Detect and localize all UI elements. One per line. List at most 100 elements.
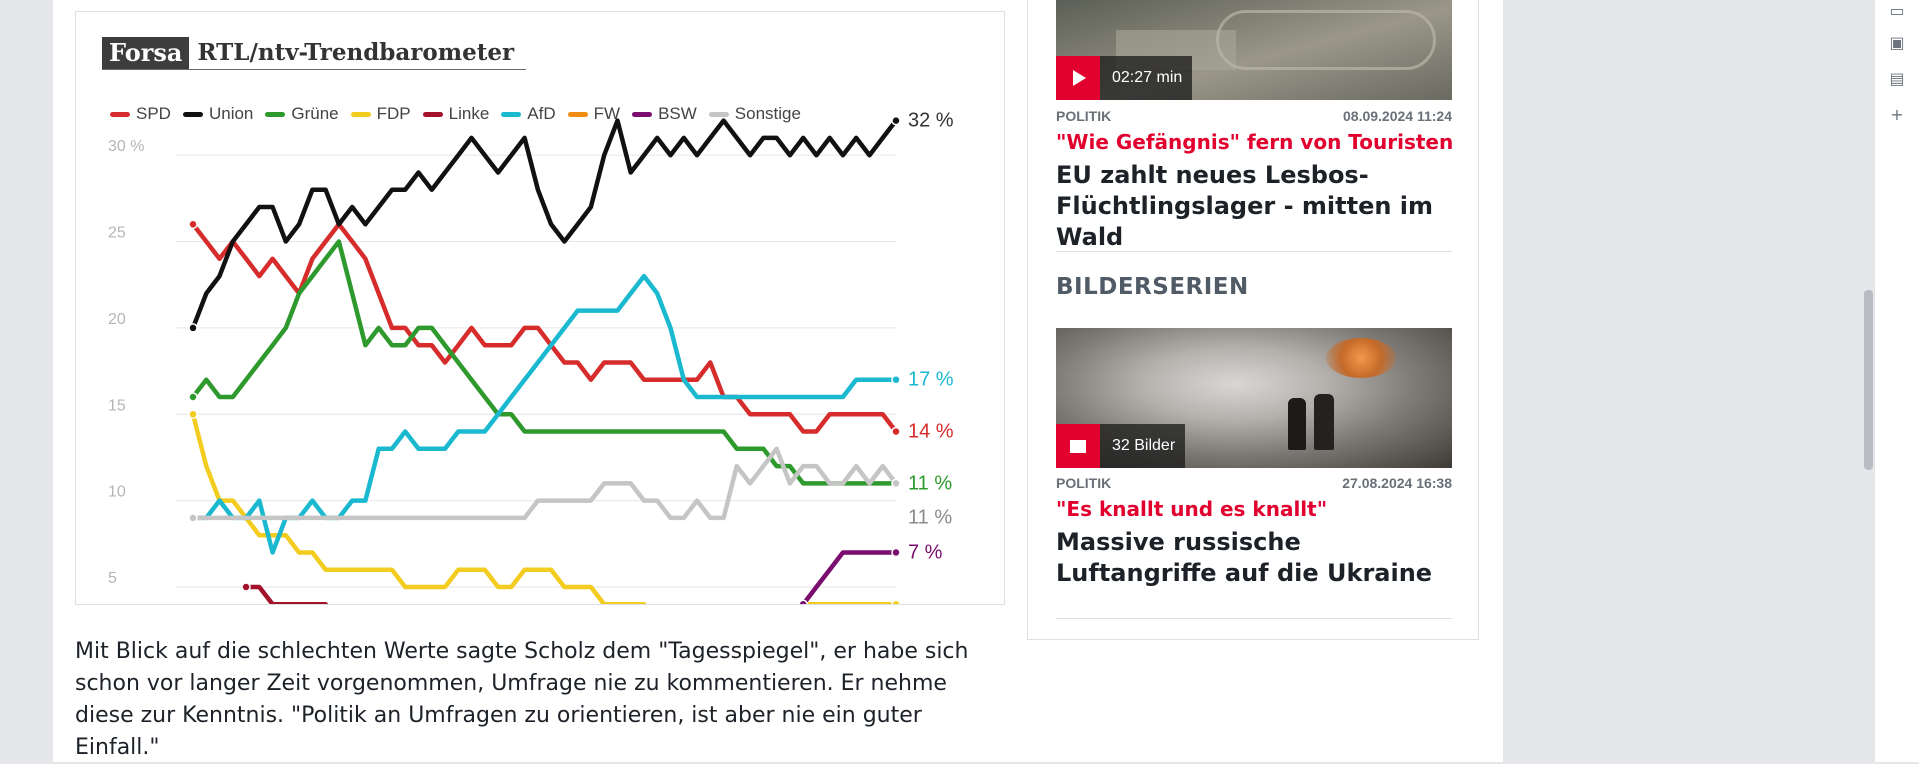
legend-swatch	[110, 111, 130, 117]
series-endpoint-union[interactable]	[891, 115, 901, 126]
legend-label: Sonstige	[734, 104, 801, 123]
series-endpoint-sonstige[interactable]	[188, 513, 198, 523]
gallery-count-badge[interactable]: 32 Bilder	[1056, 424, 1186, 468]
end-value-label: 14 %	[908, 421, 954, 443]
legend-label: Union	[208, 104, 254, 123]
legend-swatch	[422, 111, 443, 117]
video-duration-badge[interactable]: 02:27 min	[1056, 56, 1193, 100]
image-detail	[1326, 338, 1396, 378]
teaser-kicker[interactable]: "Es knallt und es knallt"	[1056, 497, 1328, 521]
series-endpoint-spd[interactable]	[188, 219, 198, 230]
legend-label: FDP	[376, 104, 411, 123]
legend-swatch	[182, 111, 203, 117]
legend-label: SPD	[136, 104, 171, 123]
sidebar-panel	[1027, 0, 1479, 640]
series-endpoint-sonstige[interactable]	[891, 478, 901, 489]
y-tick-label: 5	[108, 570, 117, 587]
series-endpoint-union[interactable]	[188, 323, 198, 333]
video-duration: 02:27 min	[1112, 69, 1183, 86]
chart-title: Forsa RTL/ntv-Trendbarometer	[102, 36, 527, 70]
play-icon[interactable]	[1056, 56, 1100, 100]
divider	[1056, 251, 1452, 252]
series-endpoint-bsw[interactable]	[798, 599, 808, 605]
teaser-date: 08.09.2024 11:24	[1343, 108, 1452, 124]
legend-swatch	[265, 111, 286, 117]
series-endpoint-grüne[interactable]	[188, 392, 198, 402]
series-line-bsw	[800, 550, 899, 604]
legend-swatch	[632, 111, 653, 117]
image-detail	[1314, 394, 1334, 450]
legend-item-sonstige[interactable]: Sonstige	[708, 104, 801, 124]
legend-item-grüne[interactable]: Grüne	[265, 104, 339, 124]
legend-item-afd[interactable]: AfD	[501, 104, 556, 124]
teaser-meta: POLITIK 27.08.2024 16:38	[1056, 475, 1452, 491]
teaser-headline[interactable]: Massive russische Luftangriffe auf die U…	[1056, 528, 1433, 587]
teaser-date: 27.08.2024 16:38	[1342, 475, 1452, 491]
y-tick-label: 30 %	[108, 138, 144, 155]
poll-chart-plot: 5 10 15 20 25 30 % 32 % 17 % 14 % 11 % 11 % 7 %	[108, 110, 954, 605]
end-value-label: 11 %	[908, 506, 952, 528]
legend-item-fdp[interactable]: FDP	[350, 104, 411, 124]
series-line-grüne	[190, 239, 899, 486]
teaser-category: POLITIK	[1056, 108, 1112, 124]
chart-title-text: RTL/ntv-Trendbarometer	[197, 38, 515, 66]
series-line-afd	[190, 273, 899, 555]
y-tick-label: 20	[108, 311, 126, 328]
scrollbar-thumb[interactable]	[1864, 290, 1873, 470]
save-icon[interactable]: ▣	[1889, 33, 1905, 52]
teaser-image-video[interactable]: 02:27 min	[1056, 0, 1452, 100]
chart-title-badge: Forsa	[102, 36, 190, 69]
legend-label: BSW	[658, 104, 697, 123]
gallery-icon	[1056, 424, 1100, 468]
legend-swatch	[350, 111, 371, 117]
image-detail	[1216, 10, 1436, 70]
teaser-meta: POLITIK 08.09.2024 11:24	[1056, 108, 1452, 124]
series-line-spd	[190, 222, 899, 434]
series-endpoint-afd[interactable]	[891, 374, 901, 385]
end-value-label: 32 %	[908, 110, 954, 132]
poll-chart: 5 10 15 20 25 30 % 32 % 17 % 14 % 11 % 11 % 7 % For…	[75, 11, 1005, 605]
teaser-headline[interactable]: EU zahlt neues Lesbos-Flüchtlingslager -…	[1056, 161, 1434, 251]
series-line-union	[190, 118, 899, 331]
page-background-right	[1503, 0, 1859, 762]
gallery-count: 32 Bilder	[1112, 437, 1176, 454]
section-title: BILDERSERIEN	[1056, 274, 1249, 300]
legend-swatch	[567, 111, 588, 117]
plus-icon[interactable]: +	[1890, 105, 1904, 124]
divider	[1056, 618, 1452, 619]
legend-item-spd[interactable]: SPD	[110, 104, 171, 124]
series-endpoint-bsw[interactable]	[891, 547, 901, 558]
end-value-label: 11 %	[908, 472, 952, 494]
series-line-sonstige	[190, 446, 899, 521]
video-icon[interactable]: ▭	[1889, 1, 1905, 20]
chart-legend: SPD Union Grüne FDP Linke AfD FW BSW Sonstige	[110, 104, 801, 124]
series-endpoint-linke[interactable]	[241, 582, 251, 592]
legend-item-fw[interactable]: FW	[567, 104, 621, 124]
y-tick-label: 25	[108, 225, 126, 242]
y-tick-label: 10	[108, 484, 126, 501]
legend-swatch	[708, 111, 729, 117]
legend-item-union[interactable]: Union	[182, 104, 254, 124]
legend-item-bsw[interactable]: BSW	[632, 104, 697, 124]
image-detail	[1288, 398, 1306, 450]
end-value-label: 17 %	[908, 369, 954, 391]
series-endpoint-fdp[interactable]	[188, 409, 198, 420]
end-value-label: 7 %	[908, 541, 943, 563]
teaser-kicker[interactable]: "Wie Gefängnis" fern von Touristen	[1056, 130, 1454, 154]
legend-item-linke[interactable]: Linke	[422, 104, 489, 124]
legend-label: AfD	[527, 104, 556, 123]
y-tick-label: 15	[108, 397, 126, 414]
teaser-image-gallery[interactable]: 32 Bilder	[1056, 328, 1452, 468]
article-paragraph: Mit Blick auf die schlechten Werte sagte…	[75, 639, 969, 760]
series-endpoint-spd[interactable]	[891, 426, 901, 437]
teaser-category: POLITIK	[1056, 475, 1112, 491]
series-endpoint-fdp[interactable]	[891, 599, 901, 605]
series-line-linke	[243, 584, 329, 604]
legend-label: Grüne	[291, 104, 339, 123]
series-line-fdp	[190, 412, 899, 604]
legend-swatch	[501, 111, 522, 117]
reader-icon[interactable]: ▤	[1889, 69, 1905, 88]
legend-label: FW	[593, 104, 621, 123]
browser-tool-strip: ▭ ▣ ▤ +	[1874, 0, 1919, 762]
